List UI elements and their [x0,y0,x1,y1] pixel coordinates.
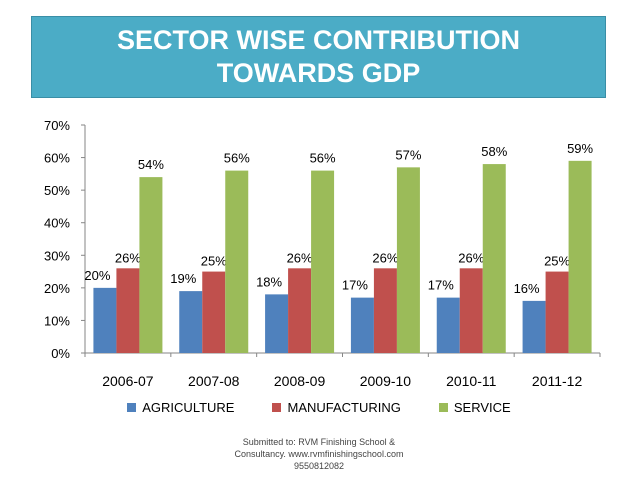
y-tick-label: 40% [44,216,70,231]
bar-manufacturing [459,268,483,353]
title-line-2: TOWARDS GDP [216,58,421,88]
bar-manufacturing [202,271,226,353]
data-label: 26% [372,250,398,265]
bar-service [225,170,249,353]
y-tick-label: 10% [44,313,70,328]
bar-service [396,167,420,353]
legend-item-service: SERVICE [438,400,511,415]
bar-chart: 0% 10% 20% 30% 40% 50% 60% 70% 2006-07 20% 26% 54% 2… [44,118,601,389]
bar-agriculture [265,294,289,353]
bar-service [311,170,335,353]
title-banner: SECTOR WISE CONTRIBUTION TOWARDS GDP [31,16,606,98]
data-label: 59% [567,141,593,156]
legend-label-manufacturing: MANUFACTURING [287,400,401,415]
data-label: 56% [310,151,336,166]
data-label: 58% [481,144,507,159]
x-tick-label: 2007-08 [188,373,240,389]
data-label: 26% [458,250,484,265]
data-label: 25% [201,254,227,269]
x-tick-label: 2010-11 [446,373,497,389]
x-tick-label: 2008-09 [274,373,326,389]
data-label: 26% [287,250,313,265]
bar-manufacturing [116,268,140,353]
footer-line-1: Submitted to: RVM Finishing School & [242,437,396,447]
data-label: 16% [514,281,540,296]
y-tick-label: 0% [51,346,70,361]
title-line-1: SECTOR WISE CONTRIBUTION [116,25,520,55]
y-tick-label: 50% [44,183,70,198]
legend-swatch-service [438,403,448,412]
x-tick-label: 2006-07 [102,373,154,389]
legend-swatch-agriculture [127,403,137,412]
data-label: 17% [342,278,368,293]
data-label: 20% [84,268,110,283]
data-label: 18% [256,274,282,289]
bar-service [139,177,163,353]
legend-label-agriculture: AGRICULTURE [142,400,235,415]
x-tick-label: 2011-12 [532,373,583,389]
bar-agriculture [179,291,203,353]
legend-label-service: SERVICE [453,400,511,415]
footer-line-3: 9550812082 [293,461,345,471]
y-tick-label: 30% [44,248,70,263]
y-tick-label: 70% [44,118,70,133]
legend-item-agriculture: AGRICULTURE [127,400,234,415]
data-label: 19% [170,271,196,286]
data-label: 25% [544,254,570,269]
footer-credit: Submitted to: RVM Finishing School & Con… [200,436,438,472]
legend: AGRICULTURE MANUFACTURING SERVICE [0,400,638,415]
data-label: 56% [224,151,250,166]
bar-service [568,160,592,353]
legend-swatch-manufacturing [272,403,282,412]
x-tick-label: 2009-10 [360,373,412,389]
data-label: 17% [428,278,454,293]
bar-manufacturing [288,268,312,353]
data-label: 26% [115,250,141,265]
legend-item-manufacturing: MANUFACTURING [272,400,401,415]
bar-agriculture [436,297,460,353]
bar-service [482,164,506,353]
bar-manufacturing [373,268,397,353]
bar-agriculture [522,300,546,353]
y-tick-label: 20% [44,281,70,296]
y-tick-label: 60% [44,151,70,166]
data-label: 54% [138,157,164,172]
footer-line-2: Consultancy. www.rvmfinishingschool.com [234,449,404,459]
bar-manufacturing [545,271,569,353]
data-label: 57% [395,147,421,162]
bar-agriculture [350,297,374,353]
bar-agriculture [93,287,117,353]
